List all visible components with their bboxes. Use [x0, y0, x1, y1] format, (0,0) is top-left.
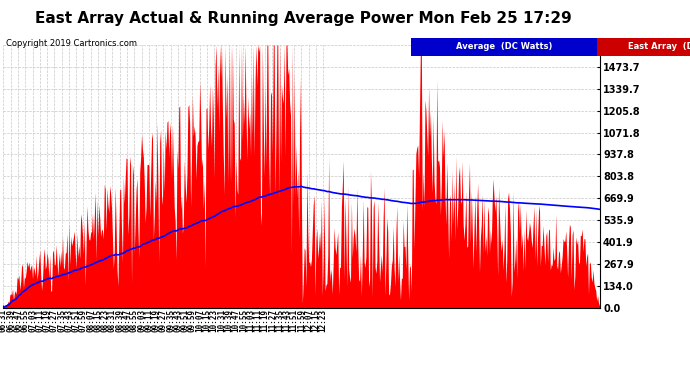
- Text: Average  (DC Watts): Average (DC Watts): [455, 42, 552, 51]
- Text: Copyright 2019 Cartronics.com: Copyright 2019 Cartronics.com: [6, 39, 137, 48]
- Text: East Array Actual & Running Average Power Mon Feb 25 17:29: East Array Actual & Running Average Powe…: [35, 11, 572, 26]
- Text: East Array  (DC Watts): East Array (DC Watts): [629, 42, 690, 51]
